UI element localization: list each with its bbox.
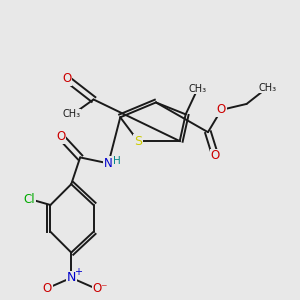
Text: O: O <box>217 103 226 116</box>
Text: CH₃: CH₃ <box>188 84 207 94</box>
Text: H: H <box>113 156 121 166</box>
Text: S: S <box>134 135 142 148</box>
Text: CH₃: CH₃ <box>62 109 80 119</box>
Text: O⁻: O⁻ <box>93 282 108 295</box>
Text: O: O <box>43 282 52 295</box>
Text: O: O <box>56 130 65 143</box>
Text: N: N <box>67 271 76 284</box>
Text: O: O <box>211 149 220 162</box>
Text: N: N <box>104 157 113 170</box>
Text: +: + <box>74 268 82 278</box>
Text: O: O <box>62 72 71 85</box>
Text: Cl: Cl <box>24 193 35 206</box>
Text: CH₃: CH₃ <box>258 82 277 93</box>
